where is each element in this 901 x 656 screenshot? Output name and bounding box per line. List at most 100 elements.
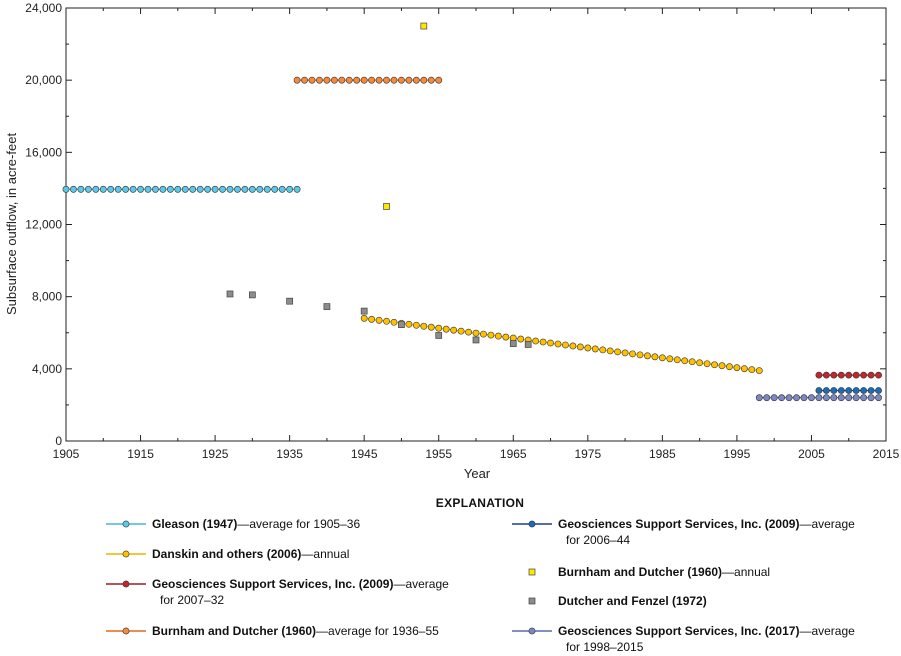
data-point	[301, 76, 308, 84]
data-point	[435, 324, 443, 332]
data-point	[569, 342, 577, 350]
data-point	[70, 185, 77, 193]
data-point	[875, 394, 882, 402]
data-point	[256, 185, 264, 193]
data-point	[830, 394, 838, 402]
legend-label-line2: for 1998–2015	[566, 640, 644, 654]
legend-label: Burnham and Dutcher (1960)—average for 1…	[152, 624, 439, 638]
data-point	[875, 387, 882, 394]
data-point	[867, 387, 875, 394]
data-point	[114, 185, 122, 193]
data-point	[517, 335, 525, 343]
series-danskin	[360, 314, 763, 375]
data-point	[748, 366, 756, 374]
data-point	[99, 185, 107, 193]
plot-frame	[65, 7, 887, 442]
data-point	[450, 326, 458, 334]
data-point	[427, 323, 435, 331]
data-point	[226, 290, 234, 298]
data-point	[345, 76, 353, 84]
legend-label-line2: for 2006–44	[566, 533, 630, 547]
data-point	[837, 387, 845, 394]
data-point	[606, 347, 614, 355]
data-point	[591, 345, 599, 353]
legend-label: Danskin and others (2006)—annual	[152, 547, 349, 561]
data-point	[867, 394, 875, 402]
x-tick-label: 1965	[500, 447, 527, 461]
data-point	[137, 185, 144, 193]
x-tick-label: 1925	[202, 447, 229, 461]
data-point	[837, 394, 845, 402]
data-point	[629, 350, 636, 358]
data-point	[189, 185, 197, 193]
data-point	[860, 387, 868, 394]
legend-label: Dutcher and Fenzel (1972)	[558, 594, 707, 608]
data-point	[726, 363, 733, 371]
data-point	[793, 394, 800, 402]
data-point	[263, 185, 271, 193]
data-point	[427, 76, 435, 84]
data-point	[815, 387, 823, 394]
data-point	[472, 329, 480, 337]
legend-label-line2: for 2007–32	[160, 593, 224, 607]
legend-item-burnham_avg: Burnham and Dutcher (1960)—average for 1…	[106, 624, 439, 638]
x-tick-label: 2005	[798, 447, 825, 461]
data-point	[360, 307, 368, 315]
x-tick-label: 1975	[574, 447, 601, 461]
data-point	[368, 315, 376, 323]
data-point	[390, 318, 398, 326]
data-point	[584, 344, 592, 352]
y-tick-label: 8,000	[32, 290, 62, 304]
data-series	[62, 22, 882, 402]
x-tick-label: 2015	[873, 447, 900, 461]
data-point	[92, 185, 100, 193]
data-point	[845, 371, 853, 379]
data-point	[293, 76, 301, 84]
y-tick-label: 24,000	[25, 1, 62, 15]
data-point	[174, 185, 182, 193]
data-point	[398, 76, 405, 84]
data-point	[316, 76, 323, 84]
x-tick-label: 1945	[351, 447, 378, 461]
data-point	[785, 394, 793, 402]
series-gsi2017	[755, 394, 882, 402]
data-point	[412, 76, 420, 84]
data-point	[852, 394, 860, 402]
data-point	[166, 185, 174, 193]
data-point	[711, 361, 718, 369]
data-point	[614, 348, 622, 356]
data-point	[286, 297, 293, 305]
data-point	[435, 332, 443, 339]
legend-label: Geosciences Support Services, Inc. (2017…	[558, 624, 855, 638]
data-point	[740, 365, 748, 373]
legend-item-burnham_annual: Burnham and Dutcher (1960)—annual	[528, 565, 770, 579]
data-point	[390, 76, 398, 84]
data-point	[673, 356, 681, 364]
x-tick-label: 1985	[649, 447, 676, 461]
data-point	[524, 341, 532, 348]
data-point	[860, 371, 868, 379]
data-point	[845, 387, 853, 394]
data-point	[867, 371, 875, 379]
legend-symbol	[122, 550, 130, 558]
data-point	[696, 359, 704, 367]
data-point	[509, 340, 517, 347]
data-point	[360, 76, 368, 84]
data-point	[547, 339, 554, 347]
legend-item-dutcher: Dutcher and Fenzel (1972)	[528, 594, 707, 608]
y-tick-label: 4,000	[32, 362, 62, 376]
data-point	[815, 394, 823, 402]
legend-label: Geosciences Support Services, Inc. (2009…	[152, 577, 449, 591]
data-point	[77, 185, 85, 193]
data-point	[852, 371, 860, 379]
data-point	[144, 185, 152, 193]
data-point	[487, 331, 495, 339]
data-point	[502, 333, 510, 341]
legend-item-gleason: Gleason (1947)—average for 1905–36	[106, 517, 360, 531]
data-point	[472, 336, 480, 344]
data-point	[286, 185, 294, 193]
data-point	[644, 352, 651, 360]
data-point	[122, 185, 130, 193]
data-point	[196, 185, 204, 193]
legend-symbol	[528, 520, 536, 528]
